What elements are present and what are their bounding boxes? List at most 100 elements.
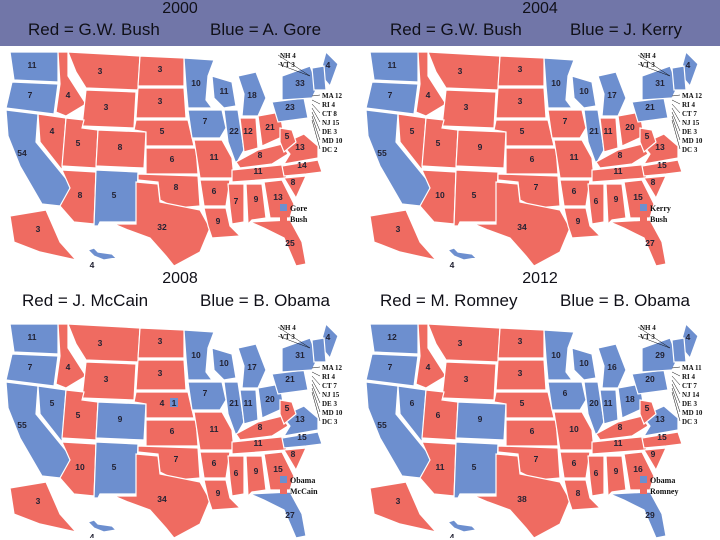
electoral-votes-sc: 8	[291, 449, 296, 459]
state-ne	[493, 119, 555, 147]
state-hi	[446, 247, 478, 261]
electoral-votes-me: 4	[686, 332, 691, 342]
state-ks	[145, 419, 199, 447]
electoral-votes-mo: 11	[210, 424, 219, 434]
state-tx	[473, 453, 571, 538]
electoral-votes-oh: 18	[625, 394, 635, 404]
state-co	[455, 129, 507, 169]
state-wy	[81, 89, 137, 129]
state-ky	[235, 143, 289, 169]
state-nm	[453, 169, 499, 227]
electoral-votes-mo: 10	[569, 424, 579, 434]
leader-line	[311, 111, 321, 132]
small-state-label: MD 10	[322, 409, 343, 417]
electoral-votes-or: 7	[28, 90, 33, 100]
electoral-votes-id: 4	[66, 362, 71, 372]
electoral-votes-wa: 11	[28, 332, 37, 342]
state-la	[563, 479, 602, 511]
leader-line	[671, 115, 681, 141]
electoral-votes-il: 20	[589, 398, 599, 408]
leader-line	[671, 371, 681, 377]
electoral-votes-ga: 15	[633, 192, 643, 202]
electoral-votes-ks: 6	[530, 154, 535, 164]
electoral-votes-tx: 32	[157, 222, 167, 232]
election-year: 2008	[162, 270, 198, 287]
small-state-label: MA 12	[322, 92, 343, 100]
electoral-votes-mo: 11	[570, 152, 579, 162]
electoral-votes-ga: 13	[273, 192, 283, 202]
state-nc	[281, 159, 323, 177]
electoral-votes-sc: 8	[291, 177, 296, 187]
state-ne_small	[671, 337, 687, 363]
state-ky	[595, 143, 649, 169]
state-in	[599, 117, 619, 153]
leader-line	[311, 94, 321, 97]
state-tx	[113, 181, 211, 267]
leader-line	[311, 99, 321, 105]
electoral-votes-id: 4	[66, 90, 71, 100]
electoral-votes-va: 13	[295, 414, 305, 424]
state-mo	[193, 139, 235, 179]
electoral-votes-pa: 21	[645, 102, 655, 112]
legend-swatch-red	[280, 487, 287, 494]
leader-line	[671, 107, 681, 123]
electoral-votes-in: 11	[604, 398, 613, 408]
state-ne_small	[311, 65, 327, 91]
legend-swatch-red	[280, 215, 287, 222]
electoral-votes-ms: 6	[594, 196, 599, 206]
panel-header: 2008 Red = J. McCain Blue = B. Obama	[0, 270, 360, 318]
electoral-votes-al: 9	[614, 194, 619, 204]
electoral-votes-mt: 3	[458, 338, 463, 348]
state-al	[605, 183, 627, 226]
small-state-label: DE 3	[322, 128, 337, 136]
electoral-votes-hi: 4	[90, 260, 95, 270]
state-wv	[639, 127, 657, 153]
electoral-votes-mn: 10	[551, 350, 561, 360]
electoral-votes-ak: 3	[36, 224, 41, 234]
electoral-votes-ar: 6	[212, 186, 217, 196]
legend-swatch-red	[640, 215, 647, 222]
electoral-votes-sc: 9	[651, 449, 656, 459]
blue-candidate-label: Blue = J. Kerry	[570, 20, 682, 39]
state-ky	[235, 415, 289, 441]
electoral-votes-al: 9	[254, 466, 259, 476]
state-nm	[93, 169, 139, 227]
state-ia	[547, 381, 587, 411]
electoral-votes-co: 9	[478, 414, 483, 424]
state-fl	[249, 491, 307, 538]
electoral-votes-nc: 15	[297, 432, 307, 442]
electoral-votes-ga: 15	[273, 464, 283, 474]
electoral-votes-ak: 3	[36, 496, 41, 506]
electoral-votes-hi: 4	[90, 532, 95, 538]
electoral-votes-or: 7	[388, 90, 393, 100]
state-ny	[641, 337, 679, 373]
state-id	[55, 51, 87, 117]
leader-line	[311, 371, 321, 377]
state-id	[415, 323, 447, 389]
state-mt	[427, 323, 501, 363]
map-legend: Gore Bush	[280, 204, 308, 224]
state-nd	[497, 55, 545, 87]
state-nd	[497, 327, 545, 359]
electoral-votes-wv: 5	[285, 403, 290, 413]
state-fl	[609, 491, 667, 538]
electoral-votes-ut: 5	[436, 138, 441, 148]
state-hi	[446, 519, 478, 533]
state-la	[203, 479, 242, 511]
state-il	[223, 381, 245, 438]
state-wa	[9, 51, 59, 83]
state-il	[223, 109, 245, 166]
state-tx	[113, 453, 211, 538]
electoral-votes-az: 8	[78, 190, 83, 200]
small-state-label: RI 4	[322, 373, 336, 381]
legend-swatch-blue	[280, 204, 287, 211]
state-sc	[642, 175, 667, 200]
electoral-votes-in: 11	[604, 126, 613, 136]
small-state-label: NH 4	[280, 52, 296, 60]
electoral-votes-wy: 3	[104, 374, 109, 384]
state-ak	[9, 209, 78, 261]
state-sc	[642, 447, 667, 472]
electoral-votes-in: 11	[244, 398, 253, 408]
small-state-label: NJ 15	[682, 119, 700, 127]
